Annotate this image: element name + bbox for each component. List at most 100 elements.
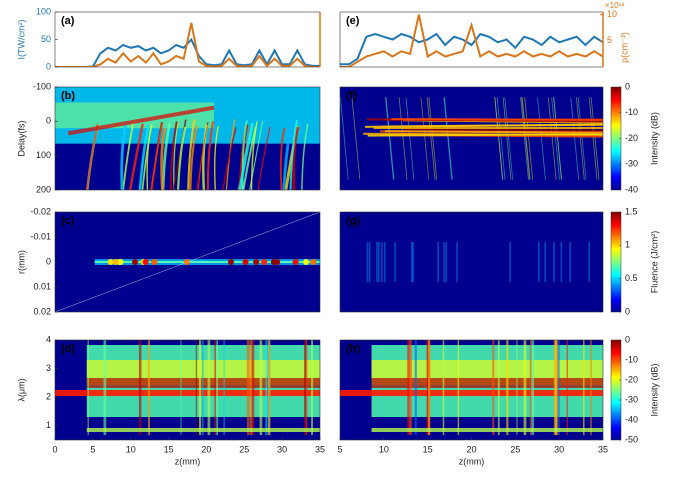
heatmap-cell [456,242,458,282]
heatmap-streak [257,126,271,190]
heatmap-cell [340,87,603,190]
heatmap-streak [551,97,560,180]
heatmap-cell [340,212,603,312]
panel: (e) 5 10 ρ(cm⁻³) ×10¹⁸ [339,1,629,68]
heatmap-streak [570,97,580,180]
heatmap-streak [351,97,361,180]
colorbar-tick-label: 0 [625,334,630,344]
frame [54,86,321,191]
heatmap-cell [443,242,445,282]
heatmap [55,212,320,312]
heatmap-cell [94,261,320,263]
x-tick-label: 5 [337,444,342,454]
heatmap-streak [340,97,349,180]
heatmap-streak [420,97,430,180]
heatmap-cell [55,390,320,396]
y-axis-label: Delay(fs) [16,120,26,156]
panel: (b) -100 0 100 200 Delay(fs) [16,81,321,194]
heatmap-streak [443,97,453,180]
heatmap-streak [520,97,529,180]
y-tick-label: 0 [46,116,51,126]
y-tick-label: 0 [46,256,51,266]
y-tick-label: -0.01 [30,231,51,241]
colorbar-tick-label: 1 [625,240,630,250]
heatmap-blob [107,259,114,265]
heatmap-blob [117,259,124,265]
heatmap-cell [569,242,571,282]
y-axis-label: I(TW/cm²) [16,20,26,60]
heatmap-streak [403,128,603,132]
x-tick-label: 35 [598,444,608,454]
panel: (d) 1 2 3 4 0 5 10 15 20 25 30 35 z(mm) λ(μm) [16,334,325,466]
heatmap-streak [146,125,153,190]
heatmap [340,212,603,312]
panel: (c) -0.02 -0.01 0 0.01 0.02 r(mm) [16,206,321,316]
panel-label: (d) [61,343,75,355]
heatmap-streak [398,97,408,180]
heatmap-cell [544,242,546,282]
heatmap-streak [222,127,237,190]
heatmap-cell [553,242,555,282]
x-tick-label: 15 [164,444,174,454]
heatmap-streak [122,121,135,190]
colorbar-tick-label: 0 [625,306,630,316]
heatmap-streak [120,124,128,190]
frame [339,86,604,191]
heatmap-streak [385,97,394,180]
heatmap-cell [394,242,396,282]
heatmap-streak [365,123,603,128]
heatmap-cell [538,242,540,282]
heatmap-cell [411,242,413,282]
heatmap-blob [132,259,139,265]
heatmap-streak [206,121,215,190]
heatmap-blob [227,259,234,265]
heatmap-streak [428,97,438,180]
y2-axis-label: ρ(cm⁻³) [619,32,629,63]
heatmap-cell [445,242,448,282]
colorbar-tick-label: -40 [625,414,638,424]
colorbar-label: Fluence (J/cm²) [649,231,659,294]
colorbar-label: Intensity (dB) [649,112,659,165]
x-tick-label: 0 [52,444,57,454]
heatmap-streak [575,97,585,180]
x-tick-label: 5 [90,444,95,454]
heatmap-streak [282,118,294,190]
line-series [55,22,320,67]
heatmap-cell [376,242,378,282]
heatmap-blob [151,259,158,265]
heatmap-cell [588,242,590,282]
colorbar [610,211,622,313]
heatmap [55,87,320,190]
heatmap-streak [197,125,209,190]
y-tick-label: 0 [46,61,51,71]
y-tick-label: 200 [36,184,51,194]
colorbar-tick-label: -20 [625,374,638,384]
x-axis-label: z(mm) [175,456,201,466]
heatmap-blob [292,259,299,265]
heatmap-cell [383,242,386,282]
heatmap-cell [366,242,369,282]
heatmap [55,340,320,440]
heatmap-streak [521,97,530,180]
y-tick-label: 0.01 [33,281,51,291]
heatmap-streak [160,127,167,190]
colorbar-tick-label: -30 [625,159,638,169]
heatmap-streak [590,97,600,180]
heatmap-streak [173,121,179,190]
panel: (g) 0 0.5 1 1.5 Fluence (J/cm²) [339,206,659,316]
heatmap-cell [55,102,214,129]
y-tick-label: -100 [33,81,51,91]
heatmap-streak [496,97,506,180]
heatmap-streak [279,127,286,190]
heatmap-streak [238,122,254,190]
heatmap-blob [261,259,268,265]
heatmap-cell [371,378,603,388]
x-tick-label: 35 [315,444,325,454]
line-series [340,14,603,67]
heatmap-cell [560,242,563,282]
colorbar-tick-label: 1.5 [625,206,638,216]
colorbar-tick-label: -40 [625,184,638,194]
frame [339,211,604,313]
heatmap-streak [426,97,436,180]
